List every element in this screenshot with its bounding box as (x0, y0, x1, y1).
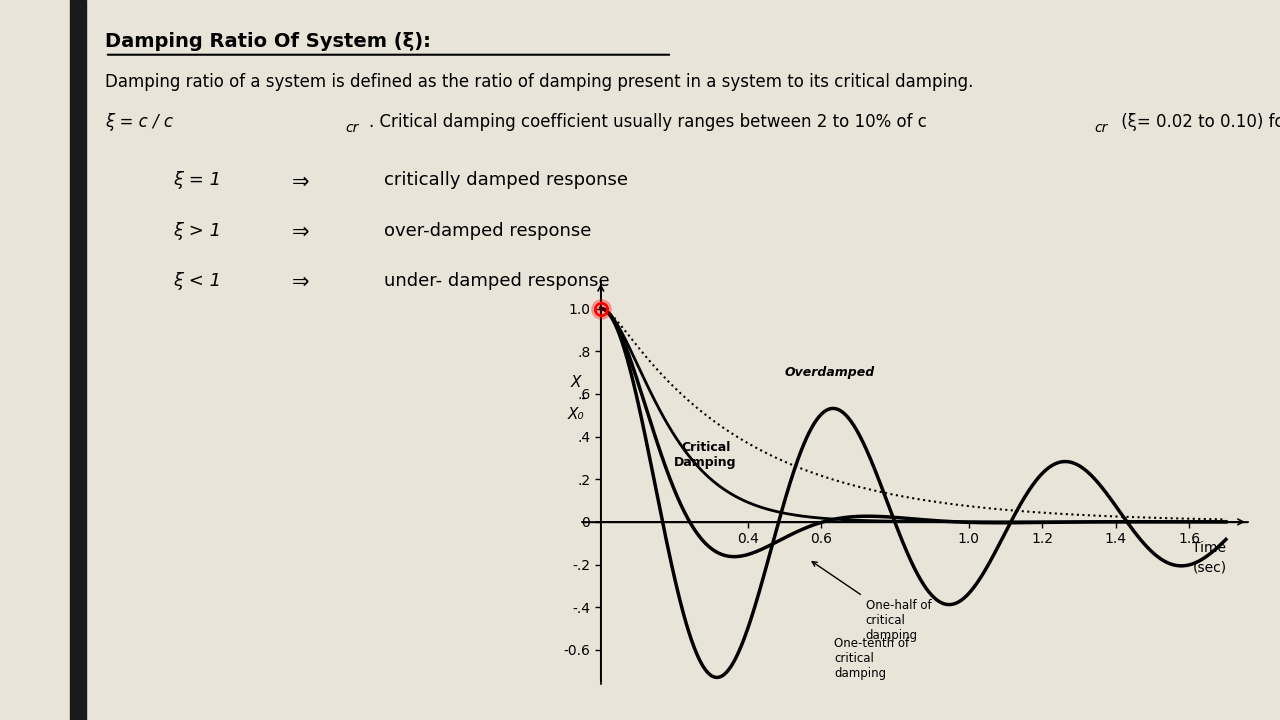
Text: ⇒: ⇒ (292, 222, 310, 242)
Text: . Critical damping coefficient usually ranges between 2 to 10% of c: . Critical damping coefficient usually r… (369, 113, 927, 131)
Text: ⇒: ⇒ (292, 171, 310, 192)
Text: critically damped response: critically damped response (384, 171, 628, 189)
Text: Overdamped: Overdamped (785, 366, 876, 379)
Text: ⇒: ⇒ (292, 272, 310, 292)
Text: ξ < 1: ξ < 1 (173, 272, 221, 290)
Text: Damping Ratio Of System (ξ):: Damping Ratio Of System (ξ): (105, 32, 431, 51)
Text: Critical
Damping: Critical Damping (675, 441, 737, 469)
Text: One-half of
critical
damping: One-half of critical damping (812, 562, 931, 642)
Text: ξ = c / c: ξ = c / c (105, 113, 173, 131)
Text: cr: cr (1094, 121, 1107, 135)
Text: ξ = 1: ξ = 1 (173, 171, 221, 189)
Bar (70, 0, 86, 720)
Text: (sec): (sec) (1193, 560, 1226, 575)
Text: Time: Time (1193, 541, 1226, 555)
Text: X: X (571, 374, 581, 390)
Text: cr: cr (346, 121, 358, 135)
Text: X₀: X₀ (567, 407, 584, 422)
Text: One-tenth of
critical
damping: One-tenth of critical damping (835, 637, 909, 680)
Text: (ξ= 0.02 to 0.10) for actual structures.: (ξ= 0.02 to 0.10) for actual structures. (1116, 113, 1280, 131)
Text: Damping ratio of a system is defined as the ratio of damping present in a system: Damping ratio of a system is defined as … (105, 73, 973, 91)
Text: over-damped response: over-damped response (384, 222, 591, 240)
Text: ξ > 1: ξ > 1 (173, 222, 221, 240)
Text: under- damped response: under- damped response (384, 272, 609, 290)
